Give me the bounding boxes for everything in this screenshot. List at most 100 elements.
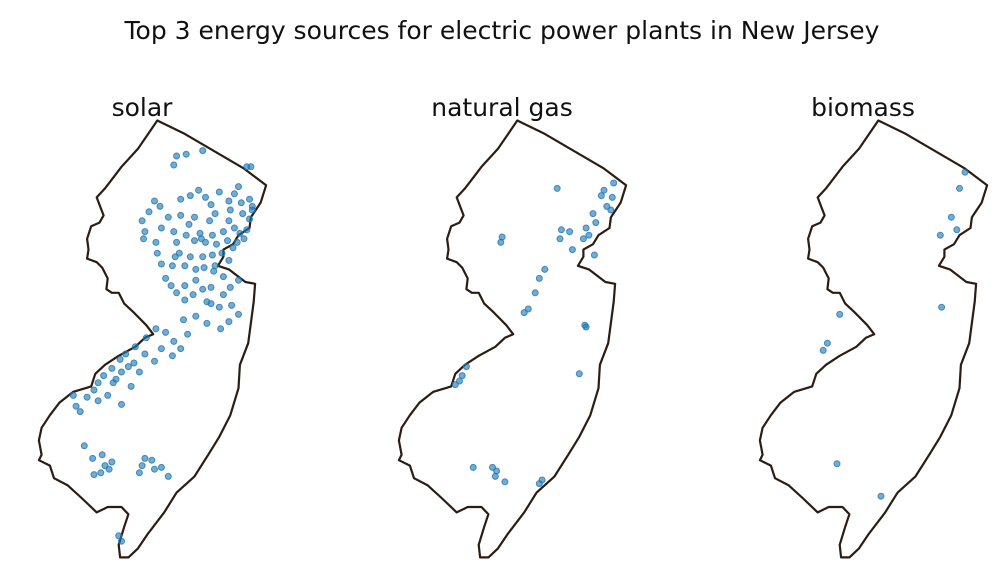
power-plant-marker <box>130 359 138 367</box>
power-plant-marker <box>170 161 178 169</box>
power-plant-marker <box>235 310 242 318</box>
power-plant-marker <box>541 265 549 273</box>
power-plant-marker <box>135 368 143 376</box>
power-plant-marker <box>610 179 618 187</box>
map-panel-biomass: biomass <box>713 0 1004 574</box>
power-plant-marker <box>140 235 147 243</box>
power-plant-marker <box>171 253 179 261</box>
power-plant-marker <box>141 228 149 236</box>
power-plant-marker <box>947 213 955 221</box>
power-plant-marker <box>217 325 225 333</box>
power-plant-marker <box>145 208 153 216</box>
power-plant-marker <box>597 192 605 200</box>
power-plant-marker <box>210 267 218 275</box>
power-plant-marker <box>182 231 190 239</box>
power-plant-marker <box>582 224 590 232</box>
power-plant-marker <box>182 150 190 158</box>
power-plant-marker <box>200 264 208 272</box>
power-plant-marker <box>104 391 112 399</box>
power-plant-marker <box>69 391 77 399</box>
power-plant-marker <box>153 249 161 257</box>
power-plant-marker <box>498 233 506 241</box>
power-plant-marker <box>961 168 969 176</box>
state-outline <box>397 119 628 559</box>
power-plant-marker <box>157 260 165 268</box>
power-plant-marker <box>451 381 459 389</box>
power-plant-marker <box>956 184 963 192</box>
power-plant-marker <box>162 274 170 282</box>
power-plant-marker <box>225 256 233 264</box>
power-plant-marker <box>469 463 477 471</box>
power-plant-marker <box>953 226 961 234</box>
power-plant-marker <box>156 202 164 210</box>
power-plant-marker <box>246 195 253 203</box>
power-plant-marker <box>189 291 197 299</box>
power-plant-marker <box>180 316 187 324</box>
power-plant-marker <box>938 303 946 311</box>
state-outline <box>758 119 989 559</box>
power-plant-marker <box>608 193 616 201</box>
power-plant-marker <box>501 478 509 486</box>
power-plant-marker <box>535 274 543 282</box>
power-plant-marker <box>168 262 176 270</box>
power-plant-marker <box>228 301 236 309</box>
power-plant-marker <box>148 456 156 464</box>
power-plant-marker <box>152 325 160 333</box>
power-plant-marker <box>138 462 146 470</box>
power-plant-marker <box>202 193 209 201</box>
power-plant-marker <box>235 183 242 191</box>
power-plant-marker <box>192 265 200 273</box>
power-plant-marker <box>191 213 198 221</box>
power-plant-marker <box>89 454 97 462</box>
power-plant-marker <box>127 382 135 390</box>
power-plant-marker <box>118 537 125 545</box>
power-plant-marker <box>185 220 193 228</box>
power-plant-marker <box>833 460 841 468</box>
power-plant-marker <box>236 229 244 237</box>
power-plant-marker <box>240 235 248 243</box>
power-plant-marker <box>215 303 223 311</box>
power-plant-marker <box>462 363 470 371</box>
power-plant-marker <box>101 462 109 470</box>
power-plant-marker <box>207 300 215 308</box>
power-plant-marker <box>557 226 565 234</box>
power-plant-marker <box>208 231 216 239</box>
power-plant-marker <box>233 238 241 246</box>
power-plant-marker <box>83 393 91 401</box>
power-plant-marker <box>151 197 158 205</box>
power-plant-marker <box>118 368 125 376</box>
power-plant-marker <box>225 318 233 326</box>
power-plant-marker <box>151 465 158 473</box>
power-plant-marker <box>141 350 149 358</box>
power-plant-marker <box>246 215 253 223</box>
power-plant-marker <box>247 163 255 171</box>
power-plant-marker <box>177 195 185 203</box>
power-plant-marker <box>219 273 227 281</box>
power-plant-marker <box>164 472 172 480</box>
power-plant-marker <box>458 372 466 380</box>
power-plant-marker <box>173 152 181 160</box>
power-plant-marker <box>566 228 574 236</box>
power-plant-marker <box>836 310 844 318</box>
power-plant-marker <box>199 147 207 155</box>
power-plant-marker <box>157 463 165 471</box>
power-plant-marker <box>575 370 583 378</box>
power-plant-marker <box>124 363 132 371</box>
panel-title: solar <box>111 93 173 122</box>
power-plant-marker <box>152 238 160 246</box>
power-plant-marker <box>491 472 499 480</box>
power-plant-marker <box>248 206 256 214</box>
power-plant-marker <box>186 192 194 200</box>
power-plant-marker <box>164 213 172 221</box>
power-plant-marker <box>239 210 247 218</box>
power-plant-marker <box>192 312 200 320</box>
power-plant-marker <box>157 345 165 353</box>
power-plant-marker <box>108 364 116 372</box>
power-plant-marker <box>90 471 98 479</box>
power-plant-marker <box>819 346 827 354</box>
power-plant-marker <box>207 283 215 291</box>
power-plant-marker <box>112 375 120 383</box>
power-plant-marker <box>579 235 587 243</box>
power-plant-marker <box>215 188 223 196</box>
power-plant-marker <box>167 282 175 290</box>
